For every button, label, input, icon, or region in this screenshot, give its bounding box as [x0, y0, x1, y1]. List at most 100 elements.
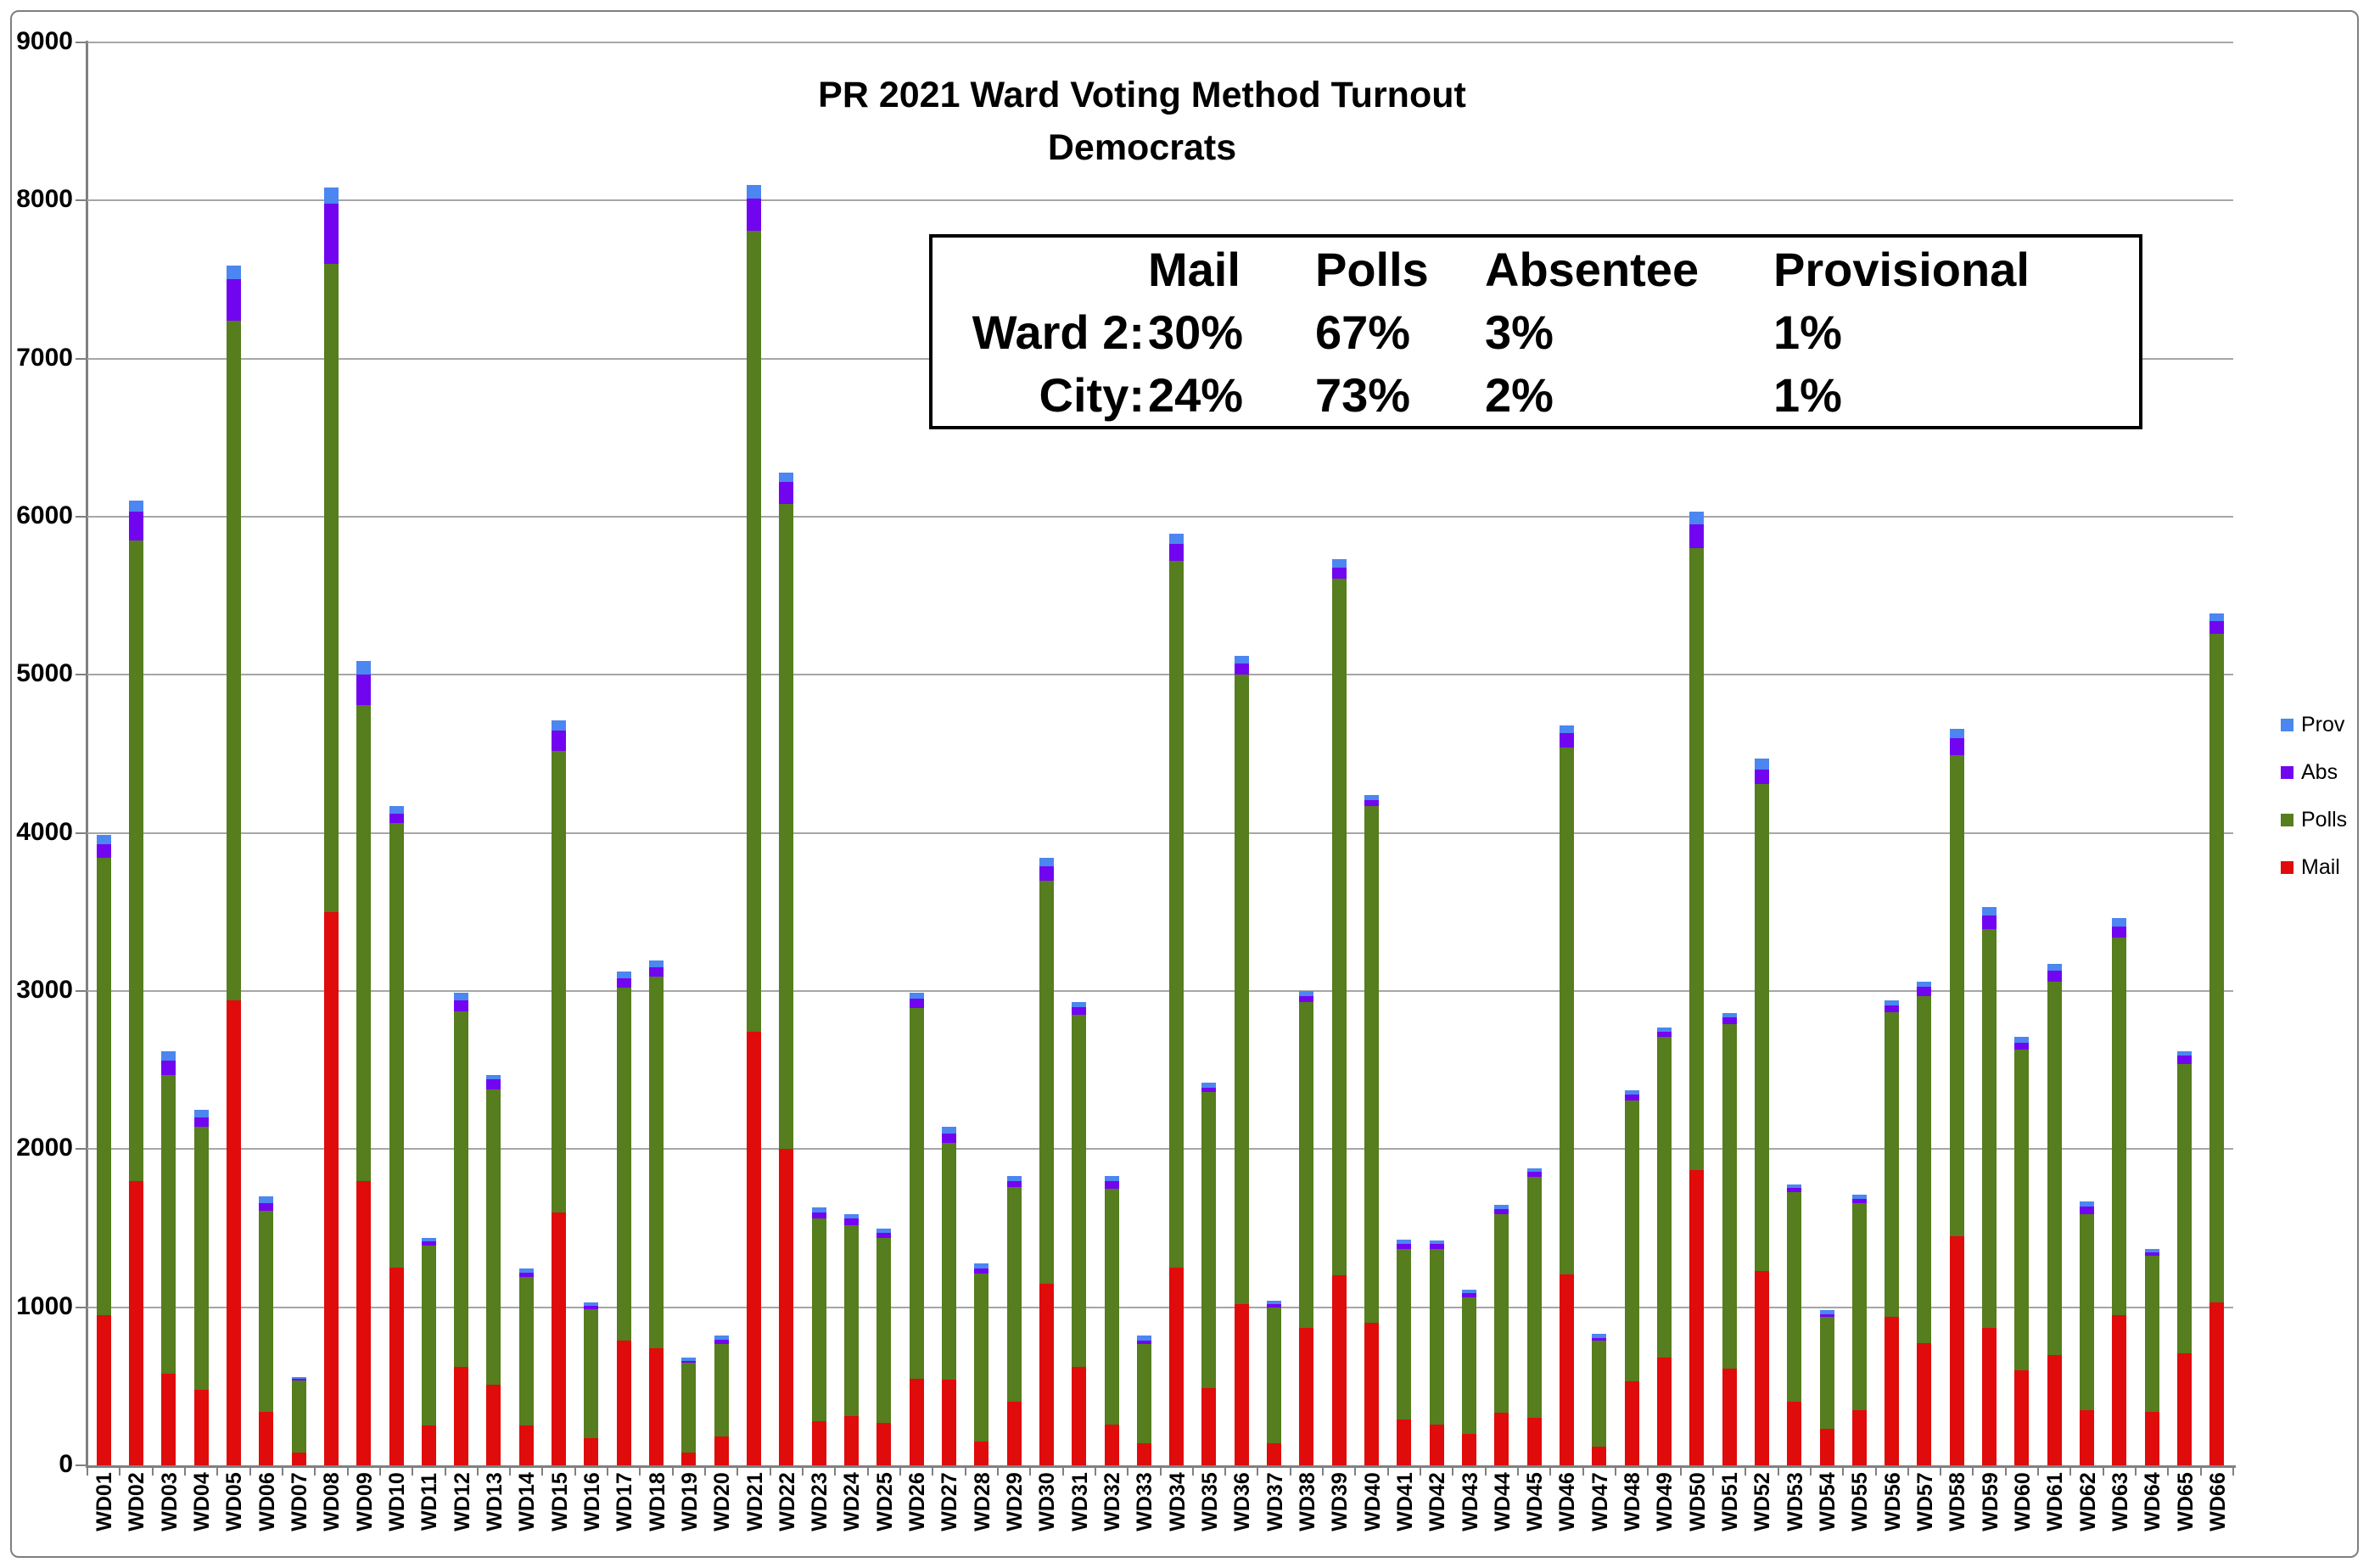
chart-title-line1: PR 2021 Ward Voting Method Turnout: [818, 75, 1466, 115]
bar-WD59-polls-segment: [1982, 929, 1997, 1328]
bar-WD28-polls-segment: [974, 1273, 989, 1442]
bar-WD59: [1982, 907, 1997, 1465]
bar-WD49-abs-segment: [1656, 1031, 1672, 1038]
bar-WD52-abs-segment: [1754, 770, 1769, 784]
x-axis-label-WD20: WD20: [710, 1472, 735, 1532]
bar-WD23-abs-segment: [811, 1212, 826, 1219]
bar-WD65-polls-segment: [2177, 1063, 2193, 1353]
bar-WD04: [193, 1109, 209, 1465]
x-axis-tick: [2102, 1468, 2104, 1476]
bar-WD56: [1885, 1000, 1900, 1465]
y-axis-label-7000: 7000: [16, 343, 73, 372]
x-axis-tick: [671, 1468, 674, 1476]
bar-WD66-mail-segment: [2209, 1302, 2225, 1465]
bar-WD66: [2209, 613, 2225, 1465]
x-axis-label-WD44: WD44: [1490, 1472, 1515, 1532]
x-axis-tick: [1257, 1468, 1259, 1476]
bar-WD02: [128, 501, 143, 1465]
bar-WD40-mail-segment: [1364, 1323, 1380, 1465]
bar-WD17-prov-segment: [616, 971, 631, 979]
x-axis-tick: [932, 1468, 934, 1476]
x-axis-tick: [2135, 1468, 2137, 1476]
x-axis-label-WD42: WD42: [1425, 1472, 1450, 1532]
x-axis-label-WD06: WD06: [255, 1472, 279, 1532]
bar-WD26-abs-segment: [909, 999, 924, 1009]
x-axis-tick: [964, 1468, 966, 1476]
bar-WD36-prov-segment: [1234, 655, 1249, 664]
bar-WD22-prov-segment: [779, 472, 794, 482]
stats-ward2-absentee: 3%: [1485, 305, 1554, 359]
x-axis-tick: [2232, 1468, 2234, 1476]
x-axis-tick: [151, 1468, 154, 1476]
x-axis-label-WD11: WD11: [417, 1472, 442, 1532]
y-axis-tick-9000: [76, 42, 87, 43]
bar-WD64-prov-segment: [2144, 1248, 2159, 1253]
x-axis-tick: [541, 1468, 544, 1476]
bar-WD37-mail-segment: [1267, 1442, 1282, 1465]
bar-WD61-prov-segment: [2047, 964, 2062, 971]
y-axis-label-8000: 8000: [16, 185, 73, 214]
bar-WD41-mail-segment: [1397, 1419, 1412, 1465]
bar-WD22-polls-segment: [779, 504, 794, 1150]
x-axis-label-WD18: WD18: [645, 1472, 669, 1532]
x-axis-label-WD53: WD53: [1783, 1472, 1807, 1532]
bar-WD62-abs-segment: [2080, 1207, 2095, 1214]
bar-WD54-prov-segment: [1819, 1310, 1834, 1315]
bar-WD08-polls-segment: [323, 263, 339, 912]
bar-WD06-mail-segment: [259, 1411, 274, 1465]
bar-WD26-mail-segment: [909, 1378, 924, 1465]
x-axis-tick: [2037, 1468, 2040, 1476]
bar-WD50-mail-segment: [1689, 1169, 1705, 1465]
bar-WD35-mail-segment: [1201, 1387, 1217, 1465]
gridline-3000: [87, 990, 2233, 992]
chart-legend: Prov Abs Polls Mail: [2281, 713, 2347, 903]
bar-WD29-prov-segment: [1006, 1176, 1022, 1181]
bar-WD37-polls-segment: [1267, 1307, 1282, 1443]
bar-WD04-mail-segment: [193, 1389, 209, 1465]
x-axis-tick: [639, 1468, 641, 1476]
bar-WD16-mail-segment: [584, 1438, 599, 1465]
bar-WD23-polls-segment: [811, 1218, 826, 1421]
bar-WD45-prov-segment: [1526, 1168, 1542, 1173]
bar-WD06-abs-segment: [259, 1202, 274, 1211]
bar-WD63-abs-segment: [2112, 926, 2127, 938]
bar-WD56-polls-segment: [1885, 1012, 1900, 1317]
x-axis-label-WD17: WD17: [613, 1472, 637, 1532]
x-axis-label-WD50: WD50: [1685, 1472, 1710, 1532]
bar-WD54-polls-segment: [1819, 1316, 1834, 1430]
bar-WD41-prov-segment: [1397, 1240, 1412, 1245]
bar-WD38-polls-segment: [1299, 1002, 1314, 1328]
x-axis-label-WD23: WD23: [808, 1472, 832, 1532]
x-axis-tick: [216, 1468, 219, 1476]
bar-WD57-abs-segment: [1917, 987, 1932, 996]
x-axis-tick: [346, 1468, 349, 1476]
bar-WD62-polls-segment: [2080, 1213, 2095, 1410]
x-axis-tick: [1061, 1468, 1064, 1476]
x-axis-tick: [1517, 1468, 1519, 1476]
x-axis-tick: [769, 1468, 771, 1476]
bar-WD61-polls-segment: [2047, 981, 2062, 1355]
bar-WD42-abs-segment: [1429, 1244, 1444, 1249]
y-axis-tick-1000: [76, 1306, 87, 1308]
bar-WD58-polls-segment: [1949, 755, 1964, 1236]
bar-WD11-polls-segment: [421, 1245, 436, 1426]
x-axis-tick: [412, 1468, 414, 1476]
x-axis-label-WD12: WD12: [450, 1472, 474, 1532]
bar-WD57-polls-segment: [1917, 995, 1932, 1344]
x-axis-tick: [378, 1468, 381, 1476]
bar-WD43: [1462, 1290, 1477, 1465]
bar-WD19-mail-segment: [681, 1453, 697, 1465]
bar-WD31: [1072, 1002, 1087, 1465]
stats-row-ward2-label: Ward 2:: [972, 305, 1145, 359]
bar-WD16-prov-segment: [584, 1302, 599, 1306]
bar-WD14-abs-segment: [518, 1272, 534, 1278]
bar-WD48: [1624, 1090, 1639, 1465]
bar-WD48-prov-segment: [1624, 1090, 1639, 1095]
legend-item-prov: Prov: [2281, 713, 2347, 737]
bar-WD44-prov-segment: [1494, 1204, 1509, 1210]
x-axis-tick: [1289, 1468, 1291, 1476]
bar-WD32-mail-segment: [1104, 1424, 1119, 1465]
bar-WD13-prov-segment: [486, 1074, 501, 1080]
bar-WD20-abs-segment: [714, 1339, 729, 1344]
bar-WD25-abs-segment: [876, 1233, 892, 1238]
